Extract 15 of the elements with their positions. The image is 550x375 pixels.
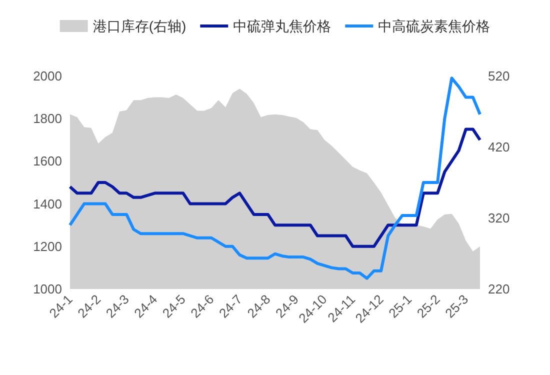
y2-tick-label: 520 [488, 68, 510, 84]
y-tick-label: 1400 [33, 196, 62, 212]
y-tick-label: 2000 [33, 68, 62, 84]
y-tick-label: 1200 [33, 238, 62, 254]
line-series [68, 128, 482, 248]
legend-label: 中高硫炭素焦价格 [378, 18, 490, 34]
legend-label: 港口库存(右轴) [92, 18, 186, 34]
y2-tick-label: 320 [488, 210, 510, 226]
y2-tick-label: 420 [488, 140, 510, 154]
y-tick-label: 1000 [33, 282, 62, 296]
y-tick-label: 1800 [33, 111, 62, 126]
y2-tick-label: 220 [488, 282, 510, 296]
y-tick-label: 1600 [33, 154, 62, 169]
legend-label: 中硫弹丸焦价格 [233, 18, 332, 34]
x-tick-label: 25-1 [386, 292, 415, 321]
